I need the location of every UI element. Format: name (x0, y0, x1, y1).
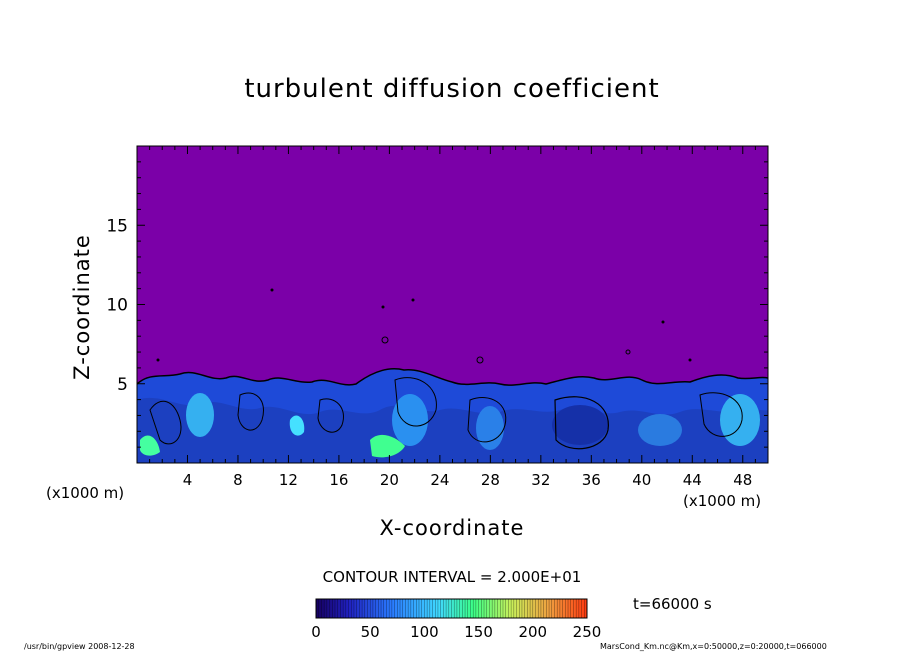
x-tick-label: 32 (531, 471, 550, 489)
x-axis-label: X-coordinate (379, 516, 525, 540)
x-tick-label: 36 (582, 471, 601, 489)
y-tick-label: 15 (106, 216, 128, 236)
y-tick-label: 5 (117, 375, 128, 395)
x-tick-label: 12 (279, 471, 298, 489)
colorbar: 0 50 100 150 200 250 (311, 598, 601, 641)
x-tick-label: 8 (233, 471, 243, 489)
colorbar-stripes (318, 599, 585, 618)
colorbar-tick-label: 150 (464, 623, 493, 641)
x-tick-labels: 4 8 12 16 20 24 28 32 36 40 44 48 (183, 471, 753, 489)
y-tick-label: 10 (106, 296, 128, 316)
y-axis-label: Z-coordinate (70, 234, 94, 380)
colorbar-tick-labels: 0 50 100 150 200 250 (311, 623, 601, 641)
time-label: t=66000 s (633, 595, 712, 613)
x-tick-label: 48 (733, 471, 752, 489)
x-unit-left: (x1000 m) (46, 484, 125, 502)
x-tick-marks (149, 146, 756, 463)
colorbar-frame (315, 598, 588, 619)
colorbar-tick-label: 50 (361, 623, 380, 641)
colorbar-tick-label: 250 (573, 623, 602, 641)
x-tick-label: 24 (430, 471, 449, 489)
x-tick-label: 44 (683, 471, 702, 489)
contour-interval-label: CONTOUR INTERVAL = 2.000E+01 (322, 568, 582, 586)
footer-right: MarsCond_Km.nc@Km,x=0:50000,z=0:20000,t=… (600, 642, 827, 651)
x-tick-label: 4 (183, 471, 193, 489)
x-tick-label: 20 (380, 471, 399, 489)
x-tick-label: 40 (632, 471, 651, 489)
x-tick-label: 16 (329, 471, 348, 489)
colorbar-tick-label: 0 (311, 623, 321, 641)
y-tick-labels: 5 10 15 (106, 216, 128, 395)
y-tick-marks (137, 161, 768, 448)
chart-title: turbulent diffusion coefficient (244, 74, 660, 104)
footer-left: /usr/bin/gpview 2008-12-28 (24, 642, 135, 651)
colorbar-tick-label: 100 (410, 623, 439, 641)
colorbar-tick-label: 200 (518, 623, 547, 641)
x-tick-label: 28 (481, 471, 500, 489)
x-unit-right: (x1000 m) (683, 492, 762, 510)
turbulence-field (137, 288, 768, 463)
